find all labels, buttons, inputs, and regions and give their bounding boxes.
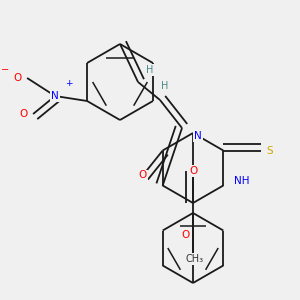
Text: CH₃: CH₃	[186, 254, 204, 264]
Text: N: N	[51, 91, 59, 101]
Text: −: −	[1, 65, 9, 75]
Text: NH: NH	[234, 176, 249, 185]
Text: O: O	[19, 109, 27, 119]
Text: O: O	[13, 73, 21, 83]
Text: O: O	[189, 166, 197, 176]
Text: +: +	[65, 80, 73, 88]
Text: H: H	[146, 65, 154, 75]
Text: S: S	[266, 146, 273, 155]
Text: N: N	[194, 131, 202, 141]
Text: O: O	[139, 170, 147, 181]
Text: H: H	[161, 81, 169, 91]
Text: O: O	[181, 230, 189, 240]
